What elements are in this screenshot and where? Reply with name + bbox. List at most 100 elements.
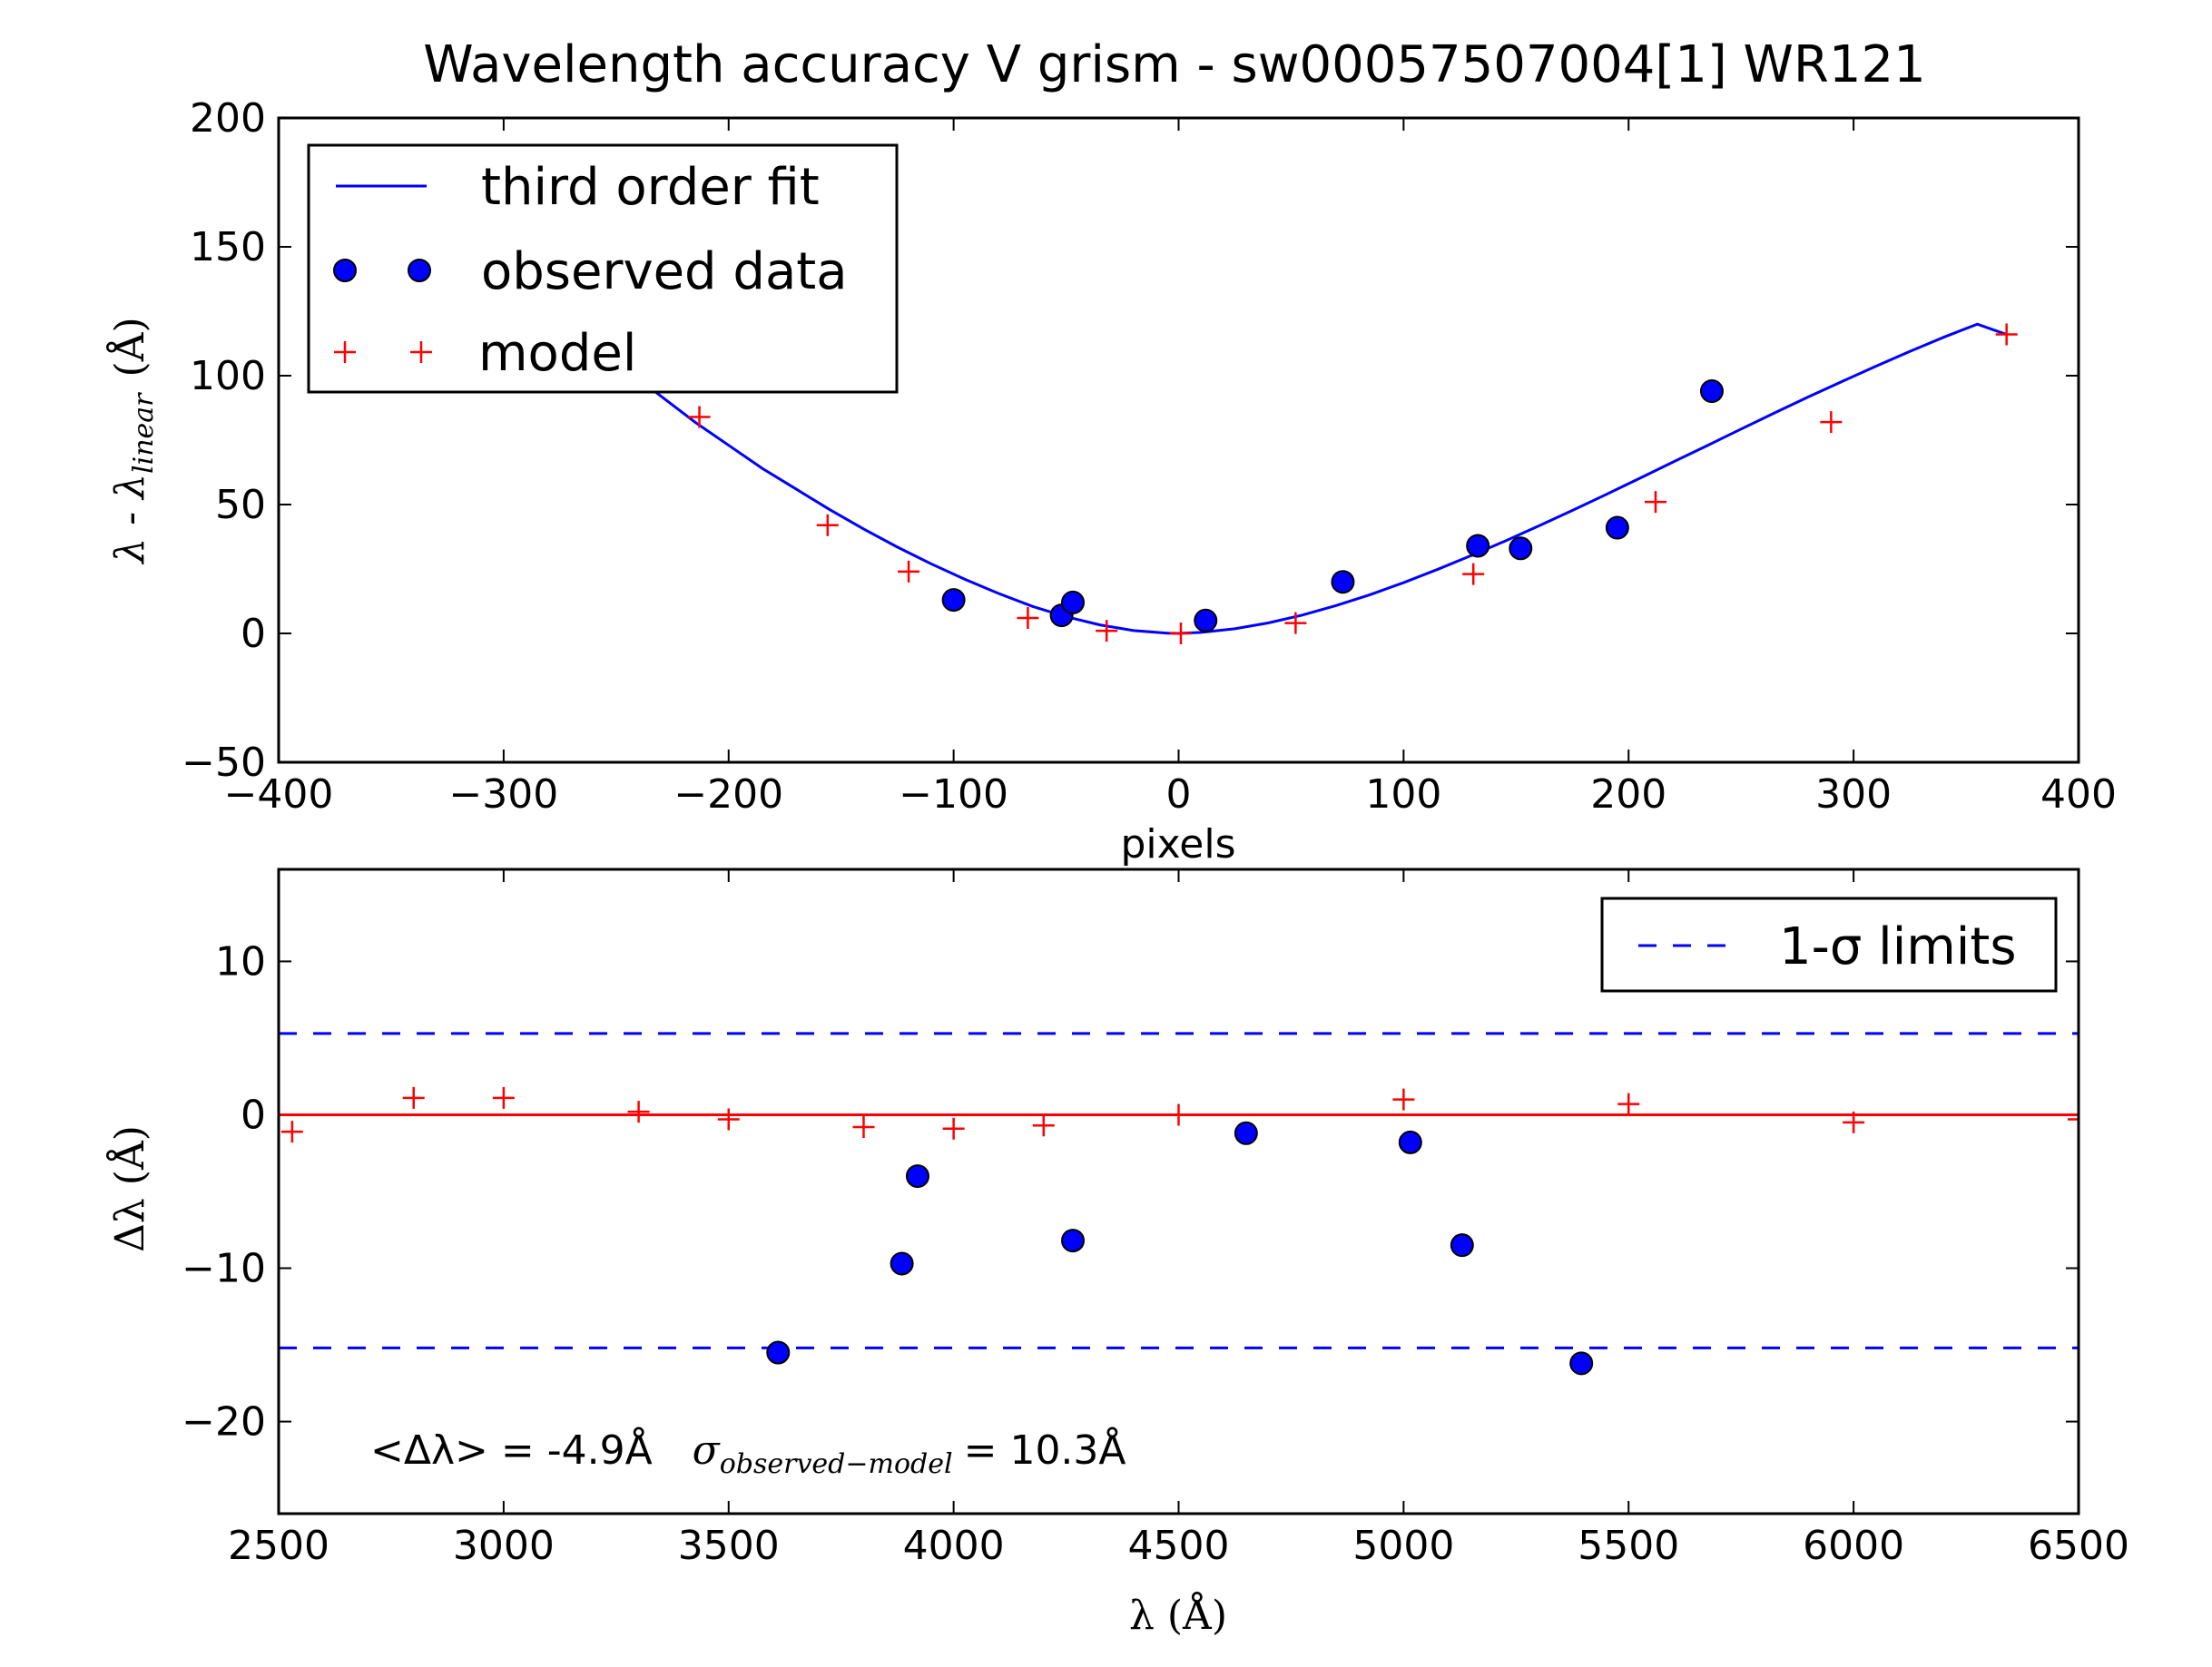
x-tick-label: −100 [899, 771, 1008, 818]
x-tick-label: 0 [1166, 771, 1192, 818]
legend-observed-marker-2 [408, 259, 431, 282]
x-tick-label: −400 [224, 771, 334, 818]
observed-point [1466, 534, 1490, 558]
model-point [1017, 606, 1039, 629]
observed-point [1398, 1130, 1422, 1154]
observed-point [1699, 379, 1724, 404]
y-tick-label: 200 [190, 95, 266, 142]
y-tick-label: −10 [182, 1246, 266, 1292]
observed-point [1450, 1233, 1474, 1258]
y-tick-label: 50 [215, 482, 266, 528]
model-point [1167, 1103, 1190, 1126]
observed-point [1194, 608, 1218, 632]
x-tick-label: 6000 [1803, 1523, 1904, 1569]
svg-text:λ - λlinear(Å): λ - λlinear (Å) [105, 317, 160, 564]
x-tick-label: −300 [448, 771, 558, 818]
model-point [1843, 1111, 1865, 1133]
x-tick-label: 4500 [1128, 1523, 1230, 1569]
x-tick-label: 100 [1365, 771, 1441, 818]
top-legend: third order fit observed data model [307, 143, 899, 394]
bottom-y-axis-label: Δλ (Å) [105, 1125, 153, 1252]
observed-point [905, 1164, 929, 1189]
figure-title: Wavelength accuracy V grism - sw00057507… [423, 35, 1925, 94]
observed-point [941, 588, 966, 613]
model-point [898, 560, 920, 583]
x-tick-label: 5500 [1578, 1523, 1679, 1569]
top-y-label-main: λ - λ [107, 474, 153, 565]
model-point [1169, 623, 1192, 644]
bottom-x-axis-label: λ (Å) [1129, 1591, 1227, 1639]
model-point [1392, 1088, 1415, 1111]
observed-point [1060, 590, 1085, 614]
y-tick-label: 100 [190, 353, 266, 399]
bottom-legend: 1-σ limits [1600, 897, 2058, 993]
x-tick-label: 4000 [903, 1523, 1005, 1569]
top-y-axis-label: λ - λlinear (Å) [105, 317, 160, 564]
model-point [942, 1117, 965, 1140]
legend-model-marker-2 [410, 341, 432, 363]
stats-annotation: <Δλ> = -4.9Å σobserved−model = 10.3Å [370, 1426, 1126, 1480]
bottom-panel: 2500 3000 3500 4000 4500 5000 5500 6000 6500 −20 −… [105, 868, 2129, 1639]
model-point [1820, 411, 1843, 434]
model-point [1032, 1114, 1055, 1137]
sigma-symbol: σ [693, 1427, 722, 1474]
top-panel: −400 −300 −200 −100 0 100 200 300 400 −50 0 50 100 15… [105, 95, 2117, 868]
model-point [402, 1086, 425, 1109]
model-point [852, 1116, 875, 1138]
bottom-axes-frame [277, 868, 2080, 1515]
model-point [2068, 1108, 2079, 1131]
plot-clip-group [279, 1032, 2079, 1376]
model-point [1617, 1093, 1640, 1115]
model-point [627, 1101, 650, 1123]
y-tick-label: 10 [215, 938, 266, 985]
model-point [1995, 323, 2018, 346]
legend-model-label: model [478, 324, 636, 383]
mean-offset-text: <Δλ> = -4.9Å [370, 1426, 653, 1474]
x-tick-label: −200 [673, 771, 783, 818]
top-axis-ticks: −400 −300 −200 −100 0 100 200 300 400 −50 0 50 100 15… [182, 95, 2117, 818]
legend-observed-label: observed data [481, 242, 848, 301]
x-tick-label: 3500 [678, 1523, 780, 1569]
observed-point [1605, 515, 1629, 540]
model-point [717, 1108, 740, 1131]
legend-observed-marker-1 [333, 259, 357, 282]
observed-point [1234, 1121, 1258, 1145]
observed-point [890, 1251, 914, 1276]
top-y-label-unit: (Å) [105, 317, 153, 377]
model-point [688, 406, 711, 428]
y-tick-label: −20 [182, 1399, 266, 1446]
x-tick-label: 300 [1815, 771, 1892, 818]
x-tick-label: 200 [1590, 771, 1666, 818]
top-y-label-sub: linear [128, 392, 160, 474]
y-tick-label: 0 [241, 1092, 266, 1138]
observed-point [1060, 1229, 1085, 1253]
model-point [1462, 563, 1485, 585]
top-axes-frame [277, 116, 2080, 764]
observed-point [766, 1340, 791, 1365]
x-tick-label: 6500 [2028, 1523, 2129, 1569]
fit-line [626, 322, 2008, 635]
observed-point [1569, 1351, 1594, 1376]
observed-point [1331, 570, 1355, 594]
x-tick-label: 2500 [228, 1523, 329, 1569]
observed-point [1509, 536, 1533, 561]
bottom-axis-ticks: 2500 3000 3500 4000 4500 5000 5500 6000 6500 −20 −… [182, 869, 2129, 1569]
plot-clip-group [626, 322, 2018, 644]
y-tick-label: 150 [190, 224, 266, 270]
legend-fit-label: third order fit [481, 158, 820, 217]
x-tick-label: 3000 [453, 1523, 555, 1569]
x-tick-label: 400 [2040, 771, 2117, 818]
sigma-subscript: observed−model [720, 1448, 953, 1480]
legend-model-marker-1 [334, 341, 356, 363]
model-point [1644, 491, 1666, 514]
model-point [492, 1086, 515, 1109]
x-tick-label: 5000 [1352, 1523, 1454, 1569]
legend-limits-label: 1-σ limits [1779, 917, 2017, 976]
top-plot-area [626, 322, 2018, 644]
sigma-value: = 10.3Å [964, 1426, 1126, 1474]
y-tick-label: 0 [241, 611, 266, 657]
model-point [1284, 612, 1307, 634]
model-point [280, 1121, 303, 1143]
top-x-axis-label: pixels [1120, 821, 1235, 868]
